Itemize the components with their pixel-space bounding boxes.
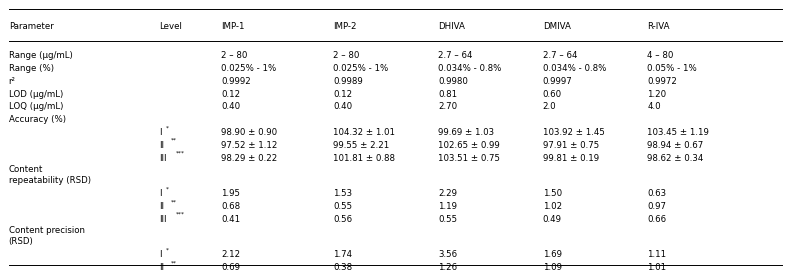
Text: 98.94 ± 0.67: 98.94 ± 0.67	[647, 141, 704, 150]
Text: 97.52 ± 1.12: 97.52 ± 1.12	[221, 141, 278, 150]
Text: R-IVA: R-IVA	[647, 22, 670, 31]
Text: I: I	[159, 128, 161, 137]
Text: 0.40: 0.40	[334, 103, 353, 112]
Text: 1.02: 1.02	[543, 202, 562, 211]
Text: 0.12: 0.12	[221, 90, 240, 99]
Text: 0.40: 0.40	[221, 103, 240, 112]
Text: 0.025% - 1%: 0.025% - 1%	[334, 64, 388, 73]
Text: II: II	[159, 202, 164, 211]
Text: 103.45 ± 1.19: 103.45 ± 1.19	[647, 128, 710, 137]
Text: *: *	[165, 247, 168, 252]
Text: DMIVA: DMIVA	[543, 22, 570, 31]
Text: 98.90 ± 0.90: 98.90 ± 0.90	[221, 128, 277, 137]
Text: 0.68: 0.68	[221, 202, 240, 211]
Text: 99.55 ± 2.21: 99.55 ± 2.21	[334, 141, 390, 150]
Text: **: **	[171, 260, 176, 265]
Text: 0.41: 0.41	[221, 215, 240, 224]
Text: 2.7 – 64: 2.7 – 64	[438, 51, 473, 60]
Text: 1.26: 1.26	[438, 263, 457, 272]
Text: r²: r²	[9, 77, 16, 86]
Text: 98.62 ± 0.34: 98.62 ± 0.34	[647, 154, 704, 163]
Text: 1.20: 1.20	[647, 90, 667, 99]
Text: 0.55: 0.55	[334, 202, 353, 211]
Text: 1.11: 1.11	[647, 250, 667, 259]
Text: 2 – 80: 2 – 80	[334, 51, 360, 60]
Text: ***: ***	[176, 151, 185, 156]
Text: 1.74: 1.74	[334, 250, 353, 259]
Text: 1.50: 1.50	[543, 189, 562, 198]
Text: 1.19: 1.19	[438, 202, 457, 211]
Text: 0.9997: 0.9997	[543, 77, 573, 86]
Text: Content precision: Content precision	[9, 226, 85, 235]
Text: 0.63: 0.63	[647, 189, 667, 198]
Text: 0.66: 0.66	[647, 215, 667, 224]
Text: 0.034% - 0.8%: 0.034% - 0.8%	[438, 64, 501, 73]
Text: 0.12: 0.12	[334, 90, 353, 99]
Text: III: III	[159, 215, 167, 224]
Text: 1.01: 1.01	[647, 263, 667, 272]
Text: **: **	[171, 199, 176, 204]
Text: 0.9972: 0.9972	[647, 77, 677, 86]
Text: 103.92 ± 1.45: 103.92 ± 1.45	[543, 128, 604, 137]
Text: 104.32 ± 1.01: 104.32 ± 1.01	[334, 128, 396, 137]
Text: 2 – 80: 2 – 80	[221, 51, 248, 60]
Text: Range (μg/mL): Range (μg/mL)	[9, 51, 73, 60]
Text: 97.91 ± 0.75: 97.91 ± 0.75	[543, 141, 599, 150]
Text: 0.05% - 1%: 0.05% - 1%	[647, 64, 697, 73]
Text: 98.29 ± 0.22: 98.29 ± 0.22	[221, 154, 278, 163]
Text: **: **	[171, 138, 176, 143]
Text: I: I	[159, 250, 161, 259]
Text: IMP-2: IMP-2	[334, 22, 357, 31]
Text: Range (%): Range (%)	[9, 64, 54, 73]
Text: DHIVA: DHIVA	[438, 22, 465, 31]
Text: 2.70: 2.70	[438, 103, 457, 112]
Text: Accuracy (%): Accuracy (%)	[9, 115, 66, 124]
Text: 2.7 – 64: 2.7 – 64	[543, 51, 577, 60]
Text: III: III	[159, 154, 167, 163]
Text: 103.51 ± 0.75: 103.51 ± 0.75	[438, 154, 500, 163]
Text: 99.81 ± 0.19: 99.81 ± 0.19	[543, 154, 599, 163]
Text: 99.69 ± 1.03: 99.69 ± 1.03	[438, 128, 494, 137]
Text: Content: Content	[9, 165, 43, 174]
Text: repeatability (RSD): repeatability (RSD)	[9, 176, 91, 185]
Text: I: I	[159, 189, 161, 198]
Text: II: II	[159, 141, 164, 150]
Text: 2.12: 2.12	[221, 250, 240, 259]
Text: 1.53: 1.53	[334, 189, 353, 198]
Text: *: *	[165, 186, 168, 191]
Text: 0.9992: 0.9992	[221, 77, 251, 86]
Text: 101.81 ± 0.88: 101.81 ± 0.88	[334, 154, 396, 163]
Text: 0.69: 0.69	[221, 263, 240, 272]
Text: LOQ (μg/mL): LOQ (μg/mL)	[9, 103, 63, 112]
Text: 0.81: 0.81	[438, 90, 457, 99]
Text: 3.56: 3.56	[438, 250, 457, 259]
Text: 1.95: 1.95	[221, 189, 240, 198]
Text: (RSD): (RSD)	[9, 237, 33, 246]
Text: 0.034% - 0.8%: 0.034% - 0.8%	[543, 64, 606, 73]
Text: 0.9989: 0.9989	[334, 77, 363, 86]
Text: ***: ***	[176, 212, 185, 217]
Text: 1.09: 1.09	[543, 263, 562, 272]
Text: Parameter: Parameter	[9, 22, 54, 31]
Text: 0.97: 0.97	[647, 202, 667, 211]
Text: IMP-1: IMP-1	[221, 22, 244, 31]
Text: 0.55: 0.55	[438, 215, 457, 224]
Text: 2.0: 2.0	[543, 103, 556, 112]
Text: 0.9980: 0.9980	[438, 77, 468, 86]
Text: 2.29: 2.29	[438, 189, 457, 198]
Text: 4 – 80: 4 – 80	[647, 51, 674, 60]
Text: 0.60: 0.60	[543, 90, 562, 99]
Text: 1.69: 1.69	[543, 250, 562, 259]
Text: II: II	[159, 263, 164, 272]
Text: 102.65 ± 0.99: 102.65 ± 0.99	[438, 141, 500, 150]
Text: *: *	[165, 125, 168, 130]
Text: 4.0: 4.0	[647, 103, 661, 112]
Text: 0.56: 0.56	[334, 215, 353, 224]
Text: 0.49: 0.49	[543, 215, 562, 224]
Text: LOD (μg/mL): LOD (μg/mL)	[9, 90, 63, 99]
Text: Level: Level	[159, 22, 182, 31]
Text: 0.025% - 1%: 0.025% - 1%	[221, 64, 276, 73]
Text: 0.38: 0.38	[334, 263, 353, 272]
